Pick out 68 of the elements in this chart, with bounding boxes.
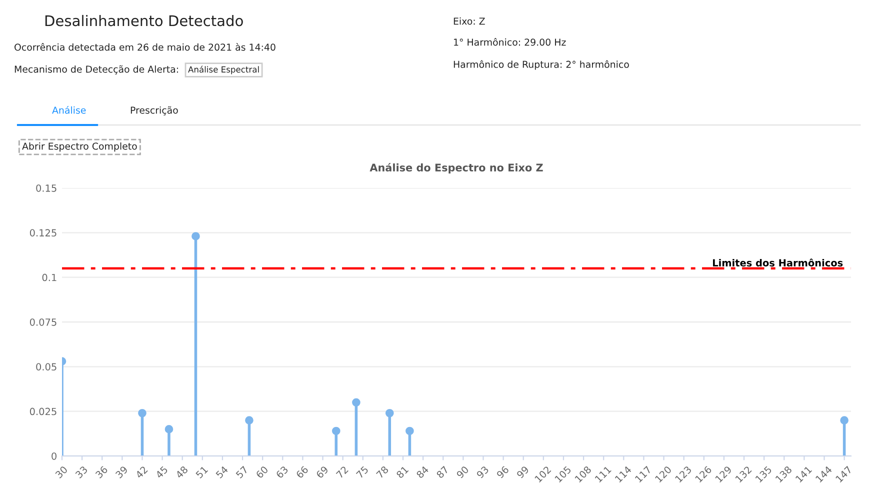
ref-line-label: Limites dos Harmônicos (713, 258, 843, 267)
x-tick-label: 141 (795, 466, 812, 483)
y-tick-label: 0.075 (30, 318, 56, 326)
x-tick-label: 99 (516, 466, 530, 479)
y-tick-label: 0 (52, 452, 56, 460)
text: Abrir Espectro Completo (22, 142, 137, 152)
text: Análise Espectral (188, 66, 259, 74)
text: Análise (52, 106, 86, 114)
point (332, 426, 340, 436)
x-tick-label: 108 (574, 466, 592, 483)
y-tick-label: 0.025 (30, 408, 56, 416)
y-tick-label: 0.15 (36, 184, 56, 192)
point (138, 408, 146, 418)
chart-title: Análise do Espectro no Eixo Z (370, 163, 543, 174)
x-tick-label: 93 (476, 466, 490, 479)
y-tick-label: 0.125 (30, 229, 56, 236)
x-tick-label: 57 (236, 466, 248, 479)
x-tick-label: 138 (775, 466, 792, 483)
point (385, 408, 394, 418)
x-tick-label: 45 (155, 466, 168, 479)
x-tick-label: 120 (654, 466, 672, 483)
point (840, 416, 848, 424)
x-tick-label: 69 (316, 466, 329, 479)
x-tick-label: 75 (356, 466, 369, 479)
x-tick-label: 96 (496, 466, 510, 479)
x-tick-label: 42 (134, 466, 148, 479)
x-tick-label: 144 (815, 466, 832, 483)
x-tick-label: 84 (416, 466, 430, 479)
x-tick-label: 126 (694, 466, 712, 483)
x-tick-label: 51 (195, 466, 208, 479)
point (352, 398, 360, 407)
text: Ocorrência detectada em 26 de maio de 2021 às 14:40 (14, 43, 276, 51)
x-tick-label: 102 (534, 466, 552, 483)
x-tick-label: 63 (276, 466, 288, 479)
point (245, 416, 254, 424)
x-tick-label: 33 (75, 466, 88, 479)
text: Harmônico de Ruptura: 2° harmônico (454, 60, 629, 70)
x-tick-label: 135 (755, 466, 772, 483)
y-tick-label: 0.05 (36, 363, 56, 370)
x-tick-label: 147 (835, 466, 852, 483)
x-tick-label: 66 (296, 466, 309, 479)
text: Desalinhamento Detectado (45, 14, 243, 26)
y-tick-label: 0.1 (42, 274, 56, 282)
x-tick-label: 111 (594, 466, 612, 483)
x-tick-label: 105 (554, 466, 572, 483)
x-tick-label: 54 (216, 466, 228, 479)
x-tick-label: 78 (376, 466, 389, 479)
x-tick-label: 117 (634, 466, 652, 483)
text: Mecanismo de Detecção de Alerta: (14, 65, 178, 74)
x-tick-label: 36 (95, 466, 108, 479)
x-tick-label: 48 (175, 466, 188, 479)
x-tick-label: 129 (714, 466, 732, 483)
x-tick-label: 132 (735, 466, 752, 483)
x-tick-label: 30 (54, 466, 68, 479)
x-tick-label: 81 (396, 466, 409, 479)
text: Prescrição (130, 106, 178, 116)
point (406, 426, 414, 436)
point (164, 425, 174, 434)
x-tick-label: 87 (436, 466, 449, 479)
x-tick-label: 90 (456, 466, 470, 479)
x-tick-label: 39 (115, 466, 128, 479)
x-tick-label: 72 (336, 466, 348, 478)
point (192, 232, 200, 240)
x-tick-label: 60 (255, 466, 269, 479)
text: Eixo: Z (454, 17, 485, 25)
x-tick-label: 114 (614, 466, 632, 483)
text: 1° Harmônico: 29.00 Hz (454, 38, 566, 46)
x-tick-label: 123 (674, 466, 692, 483)
